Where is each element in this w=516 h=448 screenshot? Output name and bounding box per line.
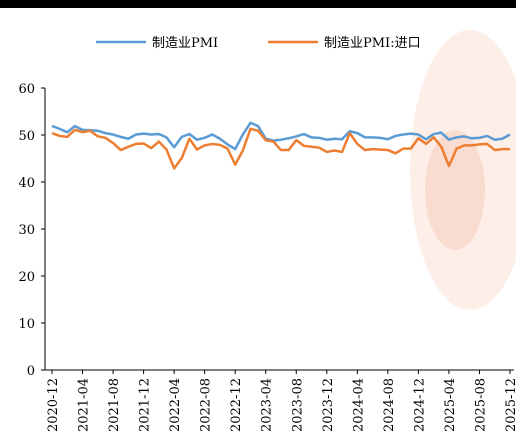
x-tick-label: 2025-12 (504, 378, 516, 432)
x-tick-label: 2020-12 (46, 378, 61, 432)
x-tick-label: 2021-12 (138, 378, 153, 432)
x-tick-label: 2022-12 (229, 378, 244, 432)
x-tick-label: 2022-04 (168, 378, 183, 432)
y-tick-label: 0 (27, 364, 35, 379)
top-strip (0, 0, 516, 8)
series-line (51, 127, 510, 170)
x-tick-label: 2023-08 (290, 378, 305, 432)
legend: 制造业PMI 制造业PMI:进口 (96, 36, 421, 51)
watermark (410, 30, 516, 310)
legend-label: 制造业PMI:进口 (324, 36, 421, 51)
y-tick-label: 10 (18, 317, 35, 332)
legend-label: 制造业PMI (152, 36, 218, 51)
series-line (51, 121, 511, 151)
x-tick-label: 2022-08 (199, 378, 214, 432)
x-tick-label: 2024-12 (412, 378, 427, 432)
x-tick-label: 2023-04 (260, 378, 275, 432)
x-tick-label: 2021-04 (77, 378, 92, 432)
y-tick-label: 60 (18, 82, 35, 97)
x-tick-label: 2023-12 (321, 378, 336, 432)
watermark (425, 130, 485, 250)
y-tick-label: 40 (18, 176, 35, 191)
y-tick-label: 20 (18, 270, 35, 285)
x-tick-label: 2025-04 (443, 378, 458, 432)
y-tick-label: 50 (18, 129, 35, 144)
x-tick-label: 2024-04 (351, 378, 366, 432)
y-tick-label: 30 (18, 223, 35, 238)
x-tick-label: 2025-08 (473, 378, 488, 432)
x-tick-label: 2024-08 (382, 378, 397, 432)
x-tick-label: 2021-08 (107, 378, 122, 432)
